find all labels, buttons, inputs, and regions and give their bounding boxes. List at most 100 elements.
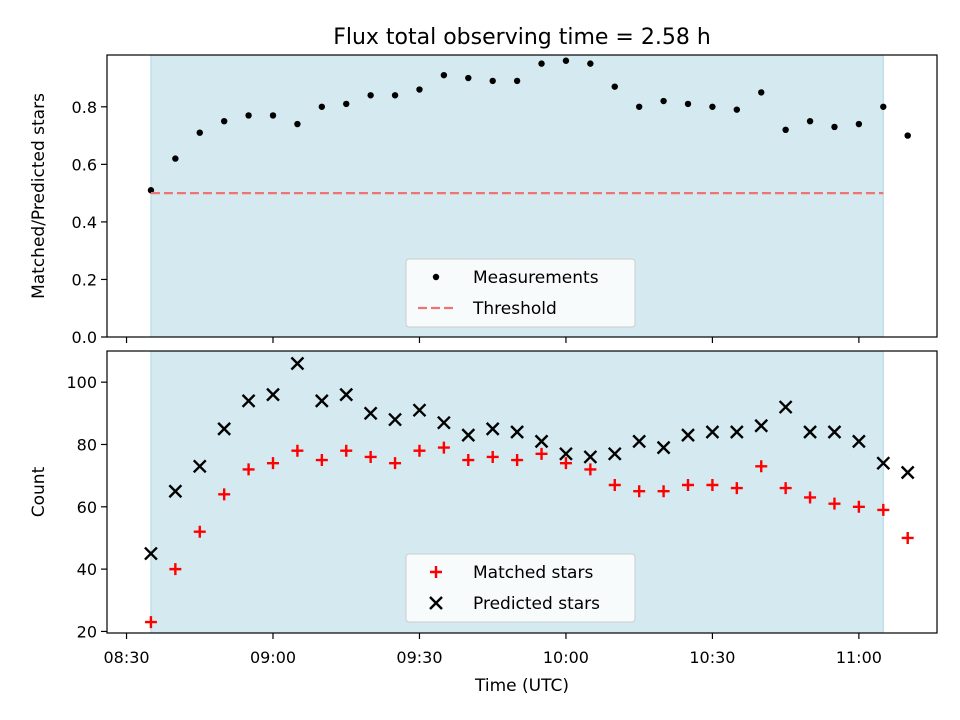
data-point (269, 112, 277, 119)
data-point (489, 77, 496, 85)
data-point (587, 60, 594, 67)
y-tick-label: 80 (77, 435, 97, 454)
data-point (758, 89, 765, 96)
y-tick-label: 0.4 (72, 213, 97, 232)
data-point (827, 425, 842, 439)
axes-frame (106, 350, 938, 634)
data-point (535, 447, 548, 460)
data-point (900, 465, 915, 480)
data-point (192, 459, 207, 474)
data-point (367, 92, 374, 99)
data-point (779, 482, 792, 495)
y-tick-label: 0.8 (72, 98, 97, 117)
data-point (485, 422, 500, 436)
data-point (412, 403, 427, 418)
data-point (147, 187, 155, 194)
data-point (559, 457, 572, 470)
data-point (709, 103, 716, 110)
data-point (343, 100, 350, 108)
data-point (462, 454, 475, 467)
data-point (876, 456, 891, 471)
y-axis-label: Matched/Predicted stars (29, 93, 49, 299)
data-point (804, 491, 817, 504)
data-point (852, 434, 866, 449)
y-tick-label: 0.6 (72, 155, 97, 174)
data-point (660, 97, 667, 105)
data-point (608, 478, 621, 491)
bottom-panel: 20 40 60 80 100 08:30 09:00 09:30 10:00 10:30 11:0… (29, 350, 938, 667)
y-tick-label: 0.2 (72, 270, 97, 289)
legend-swatch (430, 566, 442, 578)
data-point (168, 484, 183, 499)
data-point (315, 454, 328, 467)
data-point (684, 100, 692, 108)
data-point (754, 418, 769, 433)
data-point (416, 86, 423, 93)
data-point (318, 103, 326, 110)
data-point (733, 106, 741, 113)
data-point (339, 387, 354, 402)
data-point (217, 422, 232, 436)
data-point (904, 132, 911, 139)
data-point (611, 83, 618, 90)
data-point (877, 503, 890, 516)
data-point (730, 482, 743, 495)
data-point (778, 400, 793, 414)
data-point (291, 444, 304, 457)
legend-label: Predicted stars (473, 594, 600, 614)
data-point (144, 546, 158, 561)
data-point (559, 446, 573, 461)
data-point (437, 415, 451, 430)
data-point (831, 123, 838, 131)
data-point (314, 394, 329, 408)
data-point (538, 60, 545, 67)
y-tick-label: 60 (77, 498, 97, 517)
data-point (607, 446, 622, 461)
data-point (461, 428, 476, 442)
data-point (413, 444, 426, 457)
axes-frame (106, 54, 938, 338)
legend-swatch (432, 273, 440, 281)
data-point (755, 460, 768, 473)
data-point (632, 434, 647, 449)
data-point (852, 500, 865, 513)
data-point (657, 485, 670, 498)
data-point (388, 412, 402, 427)
y-tick-label: 20 (77, 622, 97, 641)
data-point (440, 71, 448, 79)
y-tick-label: 40 (77, 560, 97, 579)
data-point (510, 425, 524, 439)
x-tick-label: 08:30 (103, 648, 149, 667)
chart-title: Flux total observing time = 2.58 h (333, 25, 711, 50)
legend-label: Threshold (472, 299, 557, 319)
x-tick-label: 09:00 (250, 648, 296, 667)
y-tick-label: 0.0 (72, 328, 97, 347)
data-point (218, 488, 231, 501)
data-point (267, 457, 279, 470)
data-point (340, 444, 353, 457)
y-tick-label: 100 (66, 373, 97, 392)
data-point (806, 117, 814, 125)
data-point (803, 425, 817, 439)
top-panel: 0.0 0.2 0.4 0.6 0.8 Matched/Predicted stars Me… (29, 54, 938, 347)
data-point (583, 450, 598, 464)
data-point (172, 155, 179, 162)
data-point (363, 406, 378, 421)
x-tick-label: 09:30 (396, 648, 442, 667)
data-point (266, 387, 280, 402)
data-point (245, 112, 252, 119)
x-tick-label: 11:00 (836, 648, 882, 667)
data-point (193, 525, 206, 538)
data-point (144, 616, 157, 629)
legend-box (405, 553, 636, 623)
data-point (562, 57, 570, 64)
data-point (682, 478, 694, 491)
data-point (169, 563, 182, 576)
legend-label: Measurements (473, 268, 599, 288)
data-point (486, 450, 499, 463)
data-point (635, 103, 643, 110)
data-point (294, 120, 301, 128)
data-point (196, 129, 203, 136)
data-point (465, 74, 472, 82)
